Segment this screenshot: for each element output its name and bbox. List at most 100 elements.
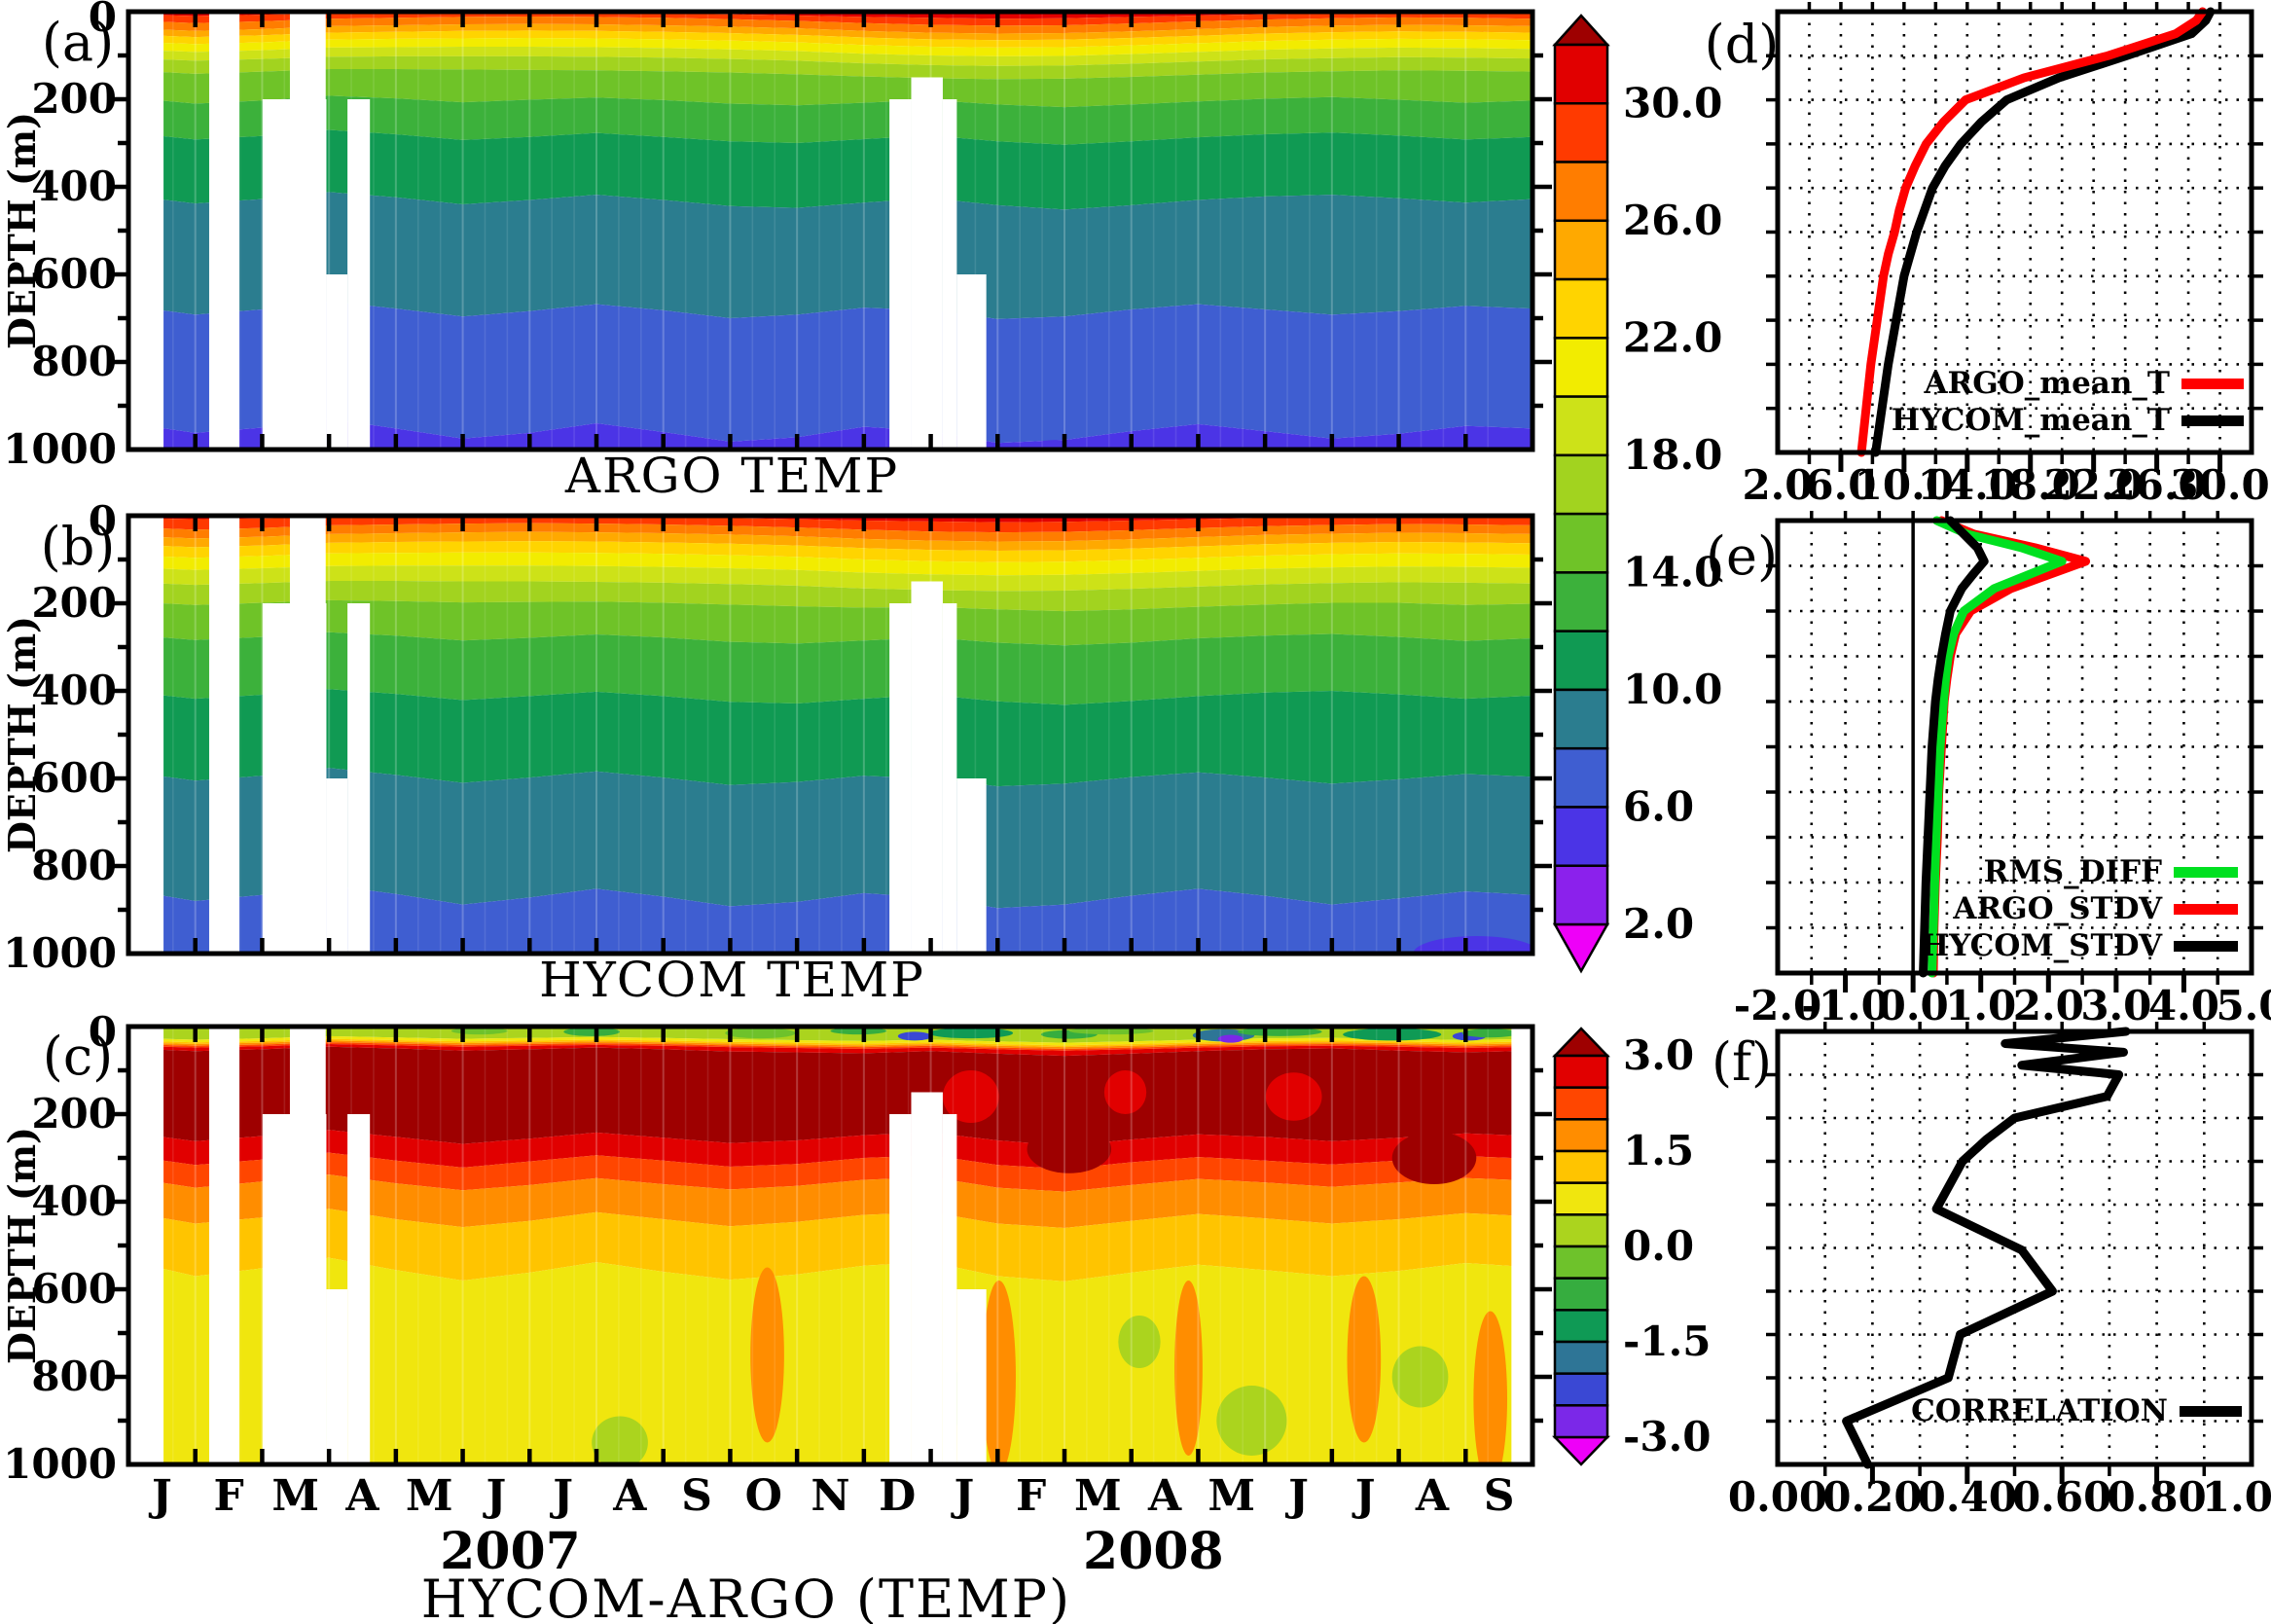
depth-tick-label: 0 — [89, 497, 117, 545]
patch-c-28 — [1027, 1125, 1112, 1173]
data-gap-a-8 — [942, 99, 957, 450]
colorbar-cell — [1553, 453, 1609, 516]
depth-axis-label: DEPTH (m) — [0, 616, 44, 853]
band-b-7 — [128, 581, 1532, 612]
band-b-11 — [128, 768, 1532, 909]
colorbar-label: -1.5 — [1623, 1317, 1712, 1365]
colorbar-label: -3.0 — [1623, 1413, 1712, 1461]
band-c-7 — [128, 1130, 1532, 1170]
xtick-label-f: 0.20 — [1822, 1473, 1922, 1521]
data-gap-c-0 — [128, 1027, 164, 1464]
month-label: F — [1016, 1471, 1046, 1521]
data-gap-b-6 — [889, 603, 912, 954]
colorbar-cell — [1553, 864, 1609, 926]
colorbar-cell — [1553, 1372, 1609, 1407]
colorbar-label: 1.5 — [1623, 1127, 1694, 1174]
band-a-12 — [128, 301, 1532, 444]
band-a-3 — [128, 23, 1532, 41]
month-label: J — [1284, 1471, 1309, 1521]
depth-tick-label: 600 — [31, 754, 117, 802]
band-c-6 — [128, 1046, 1532, 1146]
depth-tick-label: 200 — [31, 1090, 117, 1137]
depth-tick-label: 800 — [31, 1353, 117, 1400]
band-a-6 — [128, 47, 1532, 66]
patch-c-24 — [1473, 1311, 1508, 1464]
band-a-9 — [128, 95, 1532, 145]
data-gap-c-1 — [208, 1027, 239, 1464]
data-gap-b-5 — [347, 603, 371, 954]
patch-c-18 — [1216, 1386, 1287, 1456]
legend-label-d: HYCOM_mean_T — [1892, 403, 2170, 438]
xtick-label-e: 0.0 — [1878, 982, 1949, 1029]
year-label-2008: 2008 — [1083, 1522, 1224, 1581]
colorbar-cell — [1553, 1309, 1609, 1344]
colorbar-cell — [1553, 277, 1609, 340]
data-gap-b-2 — [262, 603, 327, 954]
patch-c-22 — [1174, 1281, 1203, 1456]
data-gap-c-6 — [889, 1114, 912, 1464]
band-a-2 — [128, 16, 1532, 34]
colorbar-label: 3.0 — [1623, 1031, 1694, 1079]
depth-axis-label: DEPTH (m) — [0, 112, 44, 349]
data-gap-a-4 — [326, 274, 348, 450]
depth-tick-label: 0 — [89, 1008, 117, 1056]
band-b-5 — [128, 552, 1532, 576]
month-label: A — [1147, 1471, 1182, 1521]
colorbar-label: 22.0 — [1623, 313, 1722, 361]
xtick-label-d: 18.0 — [1981, 461, 2080, 509]
panel-f-plot — [1766, 1022, 2263, 1484]
patch-c-20 — [750, 1267, 784, 1443]
patch-c-3 — [830, 1027, 887, 1035]
curve-CORRELATION — [1842, 1027, 2131, 1469]
xtick-label-d: 22.0 — [2044, 461, 2144, 509]
patch-b-0 — [1413, 936, 1532, 954]
patch-c-17 — [1118, 1316, 1161, 1368]
band-b-8 — [128, 599, 1532, 646]
panel-letter-b: (b) — [41, 516, 116, 577]
colorbar-label: 30.0 — [1623, 79, 1722, 126]
band-c-8 — [128, 1152, 1532, 1192]
patch-c-11 — [1343, 1028, 1442, 1041]
depth-tick-label: 200 — [31, 75, 117, 123]
month-label: J — [148, 1471, 172, 1521]
depth-tick-label: 800 — [31, 842, 117, 889]
patch-c-5 — [928, 1028, 1014, 1039]
xtick-label-f: 1.00 — [2202, 1473, 2271, 1521]
colorbar-cell — [1553, 219, 1609, 281]
month-label: M — [1208, 1471, 1255, 1521]
colorbar-label: 0.0 — [1623, 1222, 1694, 1270]
xtick-label-d: 26.0 — [2107, 461, 2206, 509]
band-b-4 — [128, 541, 1532, 562]
xtick-label-e: 2.0 — [2013, 982, 2084, 1029]
month-label: F — [213, 1471, 243, 1521]
depth-tick-label: 1000 — [3, 1440, 117, 1488]
depth-tick-label: 400 — [31, 162, 117, 210]
legend-swatch-d — [2181, 415, 2244, 426]
band-b-2 — [128, 523, 1532, 542]
data-gap-a-5 — [347, 99, 371, 450]
colorbar-cell — [1553, 1054, 1609, 1089]
patch-c-9 — [1217, 1034, 1244, 1043]
diff-colorbar: 3.0 1.5 0.0 -1.5 -3.0 — [1552, 1027, 1712, 1466]
colorbar-label: 26.0 — [1623, 197, 1722, 244]
data-gap-b-0 — [128, 516, 164, 954]
patch-c-26 — [1103, 1070, 1147, 1114]
month-label: A — [612, 1471, 647, 1521]
depth-tick-label: 800 — [31, 338, 117, 385]
band-c-5 — [128, 1044, 1532, 1057]
month-label: S — [681, 1471, 712, 1521]
panel-e-plot — [1766, 511, 2263, 992]
month-label: A — [1415, 1471, 1450, 1521]
patch-a-0 — [402, 437, 445, 450]
legend-swatch-e — [2174, 867, 2238, 878]
year-label-2007: 2007 — [440, 1522, 581, 1581]
data-gap-b-3 — [289, 516, 326, 603]
data-gap-a-2 — [262, 99, 327, 450]
colorbar-cell — [1553, 161, 1609, 223]
xtick-label-f: 0.80 — [2107, 1473, 2206, 1521]
data-gap-b-7 — [911, 581, 943, 954]
legend-label-d: ARGO_mean_T — [1923, 366, 2170, 401]
month-label: J — [483, 1471, 507, 1521]
